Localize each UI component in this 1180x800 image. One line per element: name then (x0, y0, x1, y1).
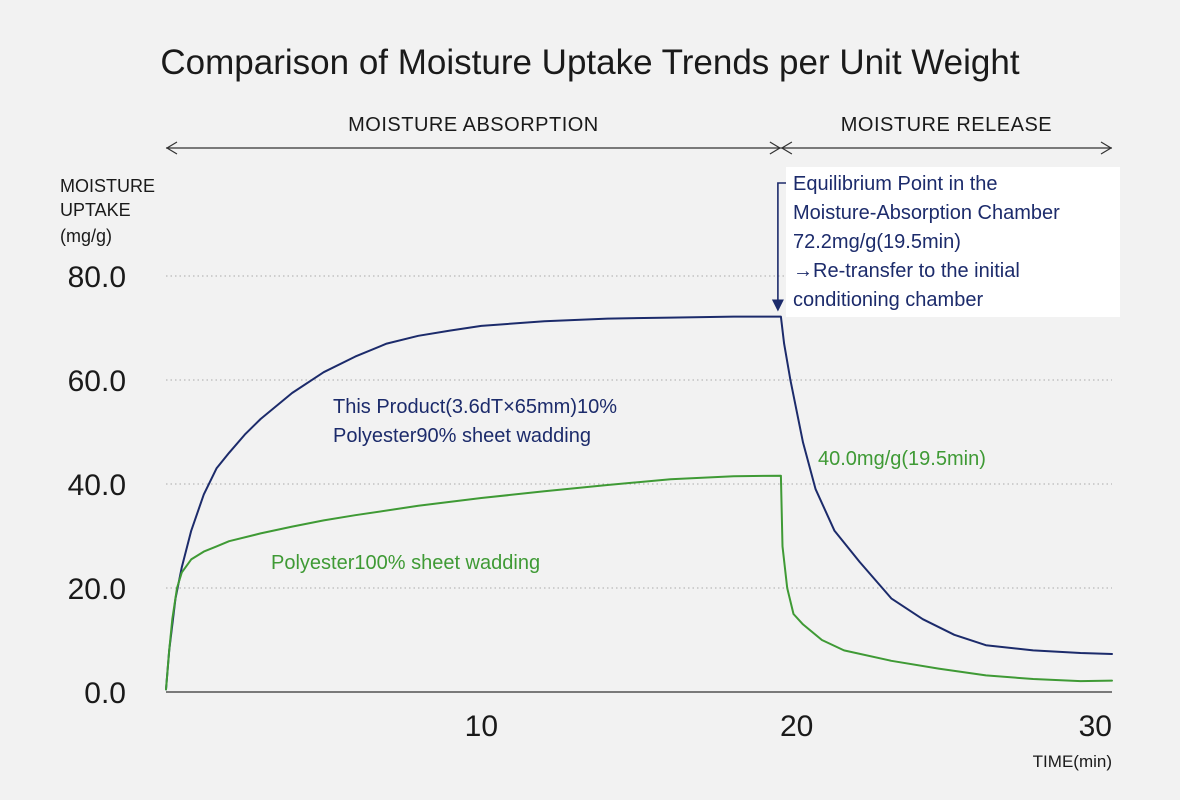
x-axis-label: TIME(min) (1033, 752, 1112, 771)
y-tick-label-4: 80.0 (68, 261, 126, 294)
x-tick-labels: 10 20 30 (465, 710, 1112, 743)
equilibrium-text-line-2: Moisture-Absorption Chamber (793, 202, 1060, 224)
phase-arrow-left-0 (165, 141, 178, 155)
y-tick-label-0: 0.0 (84, 677, 126, 710)
equilibrium-pointer-line (777, 182, 786, 301)
x-tick-label-0: 10 (465, 710, 498, 743)
phase-label-0: MOISTURE ABSORPTION (348, 114, 599, 136)
series-line-0 (165, 315, 1113, 691)
product-label-line-1: This Product(3.6dT×65mm)10% (333, 396, 617, 418)
grid-lines (166, 275, 1112, 693)
y-axis-label-line-1: MOISTURE (60, 176, 155, 196)
chart-title: Comparison of Moisture Uptake Trends per… (160, 43, 1019, 82)
product-label-line-2: Polyester90% sheet wadding (333, 425, 591, 447)
equilibrium-text-line-1: Equilibrium Point in the (793, 173, 998, 195)
polyester-series-label: Polyester100% sheet wadding (271, 552, 540, 574)
equilibrium-text-line-3: 72.2mg/g(19.5min) (793, 231, 961, 253)
y-axis-label-line-3: (mg/g) (60, 226, 112, 246)
x-tick-label-2: 30 (1079, 710, 1112, 743)
equilibrium-text-line-4: →Re-transfer to the initial (793, 260, 1020, 282)
equilibrium-text-line-5: conditioning chamber (793, 289, 983, 311)
phase-arrow-right-1 (1100, 141, 1113, 155)
phase-arrow-right-0 (769, 141, 782, 155)
x-tick-label-1: 20 (780, 710, 813, 743)
y-tick-label-3: 60.0 (68, 365, 126, 398)
phase-label-1: MOISTURE RELEASE (841, 114, 1052, 136)
data-series (165, 315, 1113, 691)
equilibrium-annotation: Equilibrium Point in the Moisture-Absorp… (793, 173, 1060, 311)
y-tick-label-1: 20.0 (68, 573, 126, 606)
equilibrium-pointer-head (771, 299, 784, 312)
y-axis-label: MOISTURE UPTAKE (mg/g) (60, 176, 155, 246)
phase-indicators: MOISTURE ABSORPTION MOISTURE RELEASE (165, 114, 1113, 155)
green-value-annotation: 40.0mg/g(19.5min) (818, 448, 986, 470)
product-series-label: This Product(3.6dT×65mm)10% Polyester90%… (333, 396, 617, 447)
y-axis-label-line-2: UPTAKE (60, 200, 131, 220)
y-tick-labels: 0.0 20.0 40.0 60.0 80.0 (68, 261, 126, 710)
equilibrium-annotation-box (786, 167, 1120, 317)
y-tick-label-2: 40.0 (68, 469, 126, 502)
equilibrium-pointer-arrow (771, 182, 786, 312)
phase-arrow-left-1 (780, 141, 793, 155)
series-line-1 (165, 474, 1113, 691)
